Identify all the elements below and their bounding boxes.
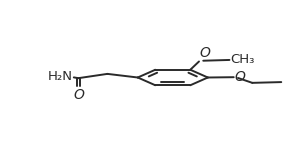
Text: H₂N: H₂N [48,70,73,83]
Text: O: O [200,46,211,60]
Text: O: O [73,88,84,102]
Text: O: O [234,70,245,84]
Text: CH₃: CH₃ [231,53,255,66]
